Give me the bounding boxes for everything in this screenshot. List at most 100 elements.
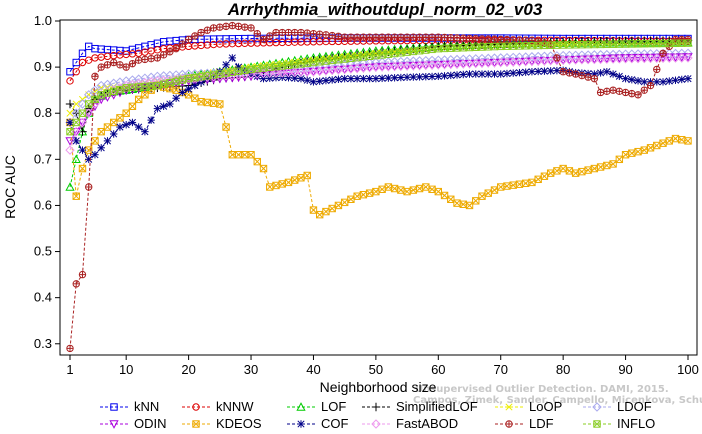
series-point-fastabod: [65, 145, 75, 155]
series-point-kdeos: [546, 169, 555, 177]
plot-frame: [59, 19, 698, 356]
series-point-inflo: [147, 82, 155, 90]
series-point-ldf: [534, 37, 542, 46]
series-point-cof: [596, 69, 605, 77]
series-point-cof: [684, 74, 692, 83]
series-point-kdeos: [422, 183, 430, 191]
series-point-kdeos: [478, 192, 486, 200]
series-point-ldf: [340, 33, 349, 41]
series-point-ldf: [415, 33, 424, 41]
series-point-cof: [621, 74, 630, 83]
series-point-kdeos: [484, 189, 492, 197]
series-point-cof: [97, 144, 105, 152]
series-point-ldf: [603, 87, 611, 96]
series-point-cof: [159, 102, 168, 111]
series-point-cof: [178, 88, 187, 97]
series-point-kdeos: [634, 147, 642, 156]
y-tick-label: 0.4: [34, 290, 52, 305]
series-point-fastabod: [633, 53, 643, 64]
x-tick-label: 20: [181, 362, 195, 377]
series-point-cof: [665, 77, 673, 85]
series-point-simplifiedlof: [65, 99, 75, 109]
series-point-ldf: [334, 32, 343, 41]
series-point-kdeos: [128, 102, 137, 111]
series-point-cof: [266, 74, 274, 82]
series-point-ldf: [297, 28, 305, 37]
series-point-kdeos: [91, 137, 99, 145]
series-point-inflo: [503, 42, 511, 50]
legend-marker-simplifiedlof: [371, 402, 381, 412]
series-point-kdeos: [646, 144, 655, 152]
series-point-ldf: [609, 86, 617, 94]
series-point-inflo: [72, 118, 80, 127]
series-point-ldf: [390, 33, 399, 41]
series-point-fastabod: [664, 53, 674, 63]
x-tick-label: 1: [66, 362, 73, 377]
series-point-fastabod: [645, 53, 656, 64]
series-point-loop: [91, 87, 99, 95]
series-point-odin: [102, 93, 113, 102]
series-point-knn: [66, 68, 74, 76]
series-point-kdeos: [309, 206, 318, 214]
series-point-knnw: [78, 58, 87, 67]
series-point-kdeos: [134, 95, 143, 104]
series-point-kdeos: [521, 179, 530, 188]
series-layer: [65, 21, 693, 353]
series-point-cof: [603, 68, 611, 76]
legend-label-odin: ODIN: [134, 416, 167, 431]
series-point-knnw: [85, 56, 93, 64]
series-point-ldf: [328, 31, 336, 40]
series-point-ldof: [84, 90, 94, 100]
series-point-kdeos: [166, 84, 174, 93]
legend-item-lof: LOF: [287, 399, 346, 414]
series-point-cof: [390, 74, 399, 82]
series-point-kdeos: [303, 171, 311, 180]
series-point-ldf: [203, 26, 212, 34]
series-point-cof: [309, 78, 318, 86]
x-tick-label: 40: [306, 362, 320, 377]
y-tick-label: 1.0: [34, 13, 52, 28]
series-point-ldf: [66, 344, 74, 353]
series-point-loop: [372, 49, 380, 57]
series-point-kdeos: [584, 166, 592, 174]
series-point-cof: [109, 130, 118, 138]
series-point-kdeos: [621, 151, 630, 159]
series-point-cof: [615, 72, 624, 81]
series-point-kdeos: [596, 163, 605, 171]
series-point-ldf: [353, 33, 361, 41]
series-point-kdeos: [397, 186, 405, 194]
series-point-odin: [96, 95, 106, 105]
series-point-ldf: [628, 89, 636, 98]
series-point-fastabod: [583, 54, 593, 65]
series-point-kdeos: [565, 167, 574, 175]
series-point-kdeos: [253, 157, 261, 166]
series-point-cof: [365, 74, 374, 83]
series-point-cof: [478, 70, 486, 78]
series-point-ldof: [570, 50, 581, 61]
legend-item-knnw: kNNW: [182, 399, 254, 414]
series-point-ldf: [122, 63, 130, 71]
legend-label-lof: LOF: [321, 399, 346, 414]
series-point-inflo: [684, 39, 692, 47]
series-point-kdeos: [453, 199, 461, 207]
series-point-kdeos: [216, 100, 224, 108]
legend-item-fastabod: FastABOD: [362, 416, 458, 431]
series-point-kdeos: [497, 183, 505, 191]
series-point-cof: [116, 123, 124, 131]
series-point-fastabod: [670, 53, 681, 63]
legend-marker-fastabod: [371, 419, 381, 429]
series-point-kdeos: [671, 134, 680, 143]
series-point-odin: [77, 118, 88, 128]
series-point-kdeos: [222, 123, 230, 131]
y-tick-label: 0.8: [34, 105, 52, 120]
series-point-cof: [141, 127, 149, 136]
series-point-ldf: [453, 34, 461, 42]
x-axis-label: Neighborhood size: [320, 379, 437, 395]
series-point-odin: [71, 127, 81, 137]
watermark-line-1: Unsupervised Outlier Detection. DAMI, 20…: [415, 384, 669, 395]
series-point-kdeos: [428, 185, 436, 194]
series-point-cof: [422, 73, 430, 81]
series-point-kdeos: [122, 109, 130, 117]
series-point-cof: [515, 68, 524, 77]
legend-marker-cof: [297, 420, 305, 428]
